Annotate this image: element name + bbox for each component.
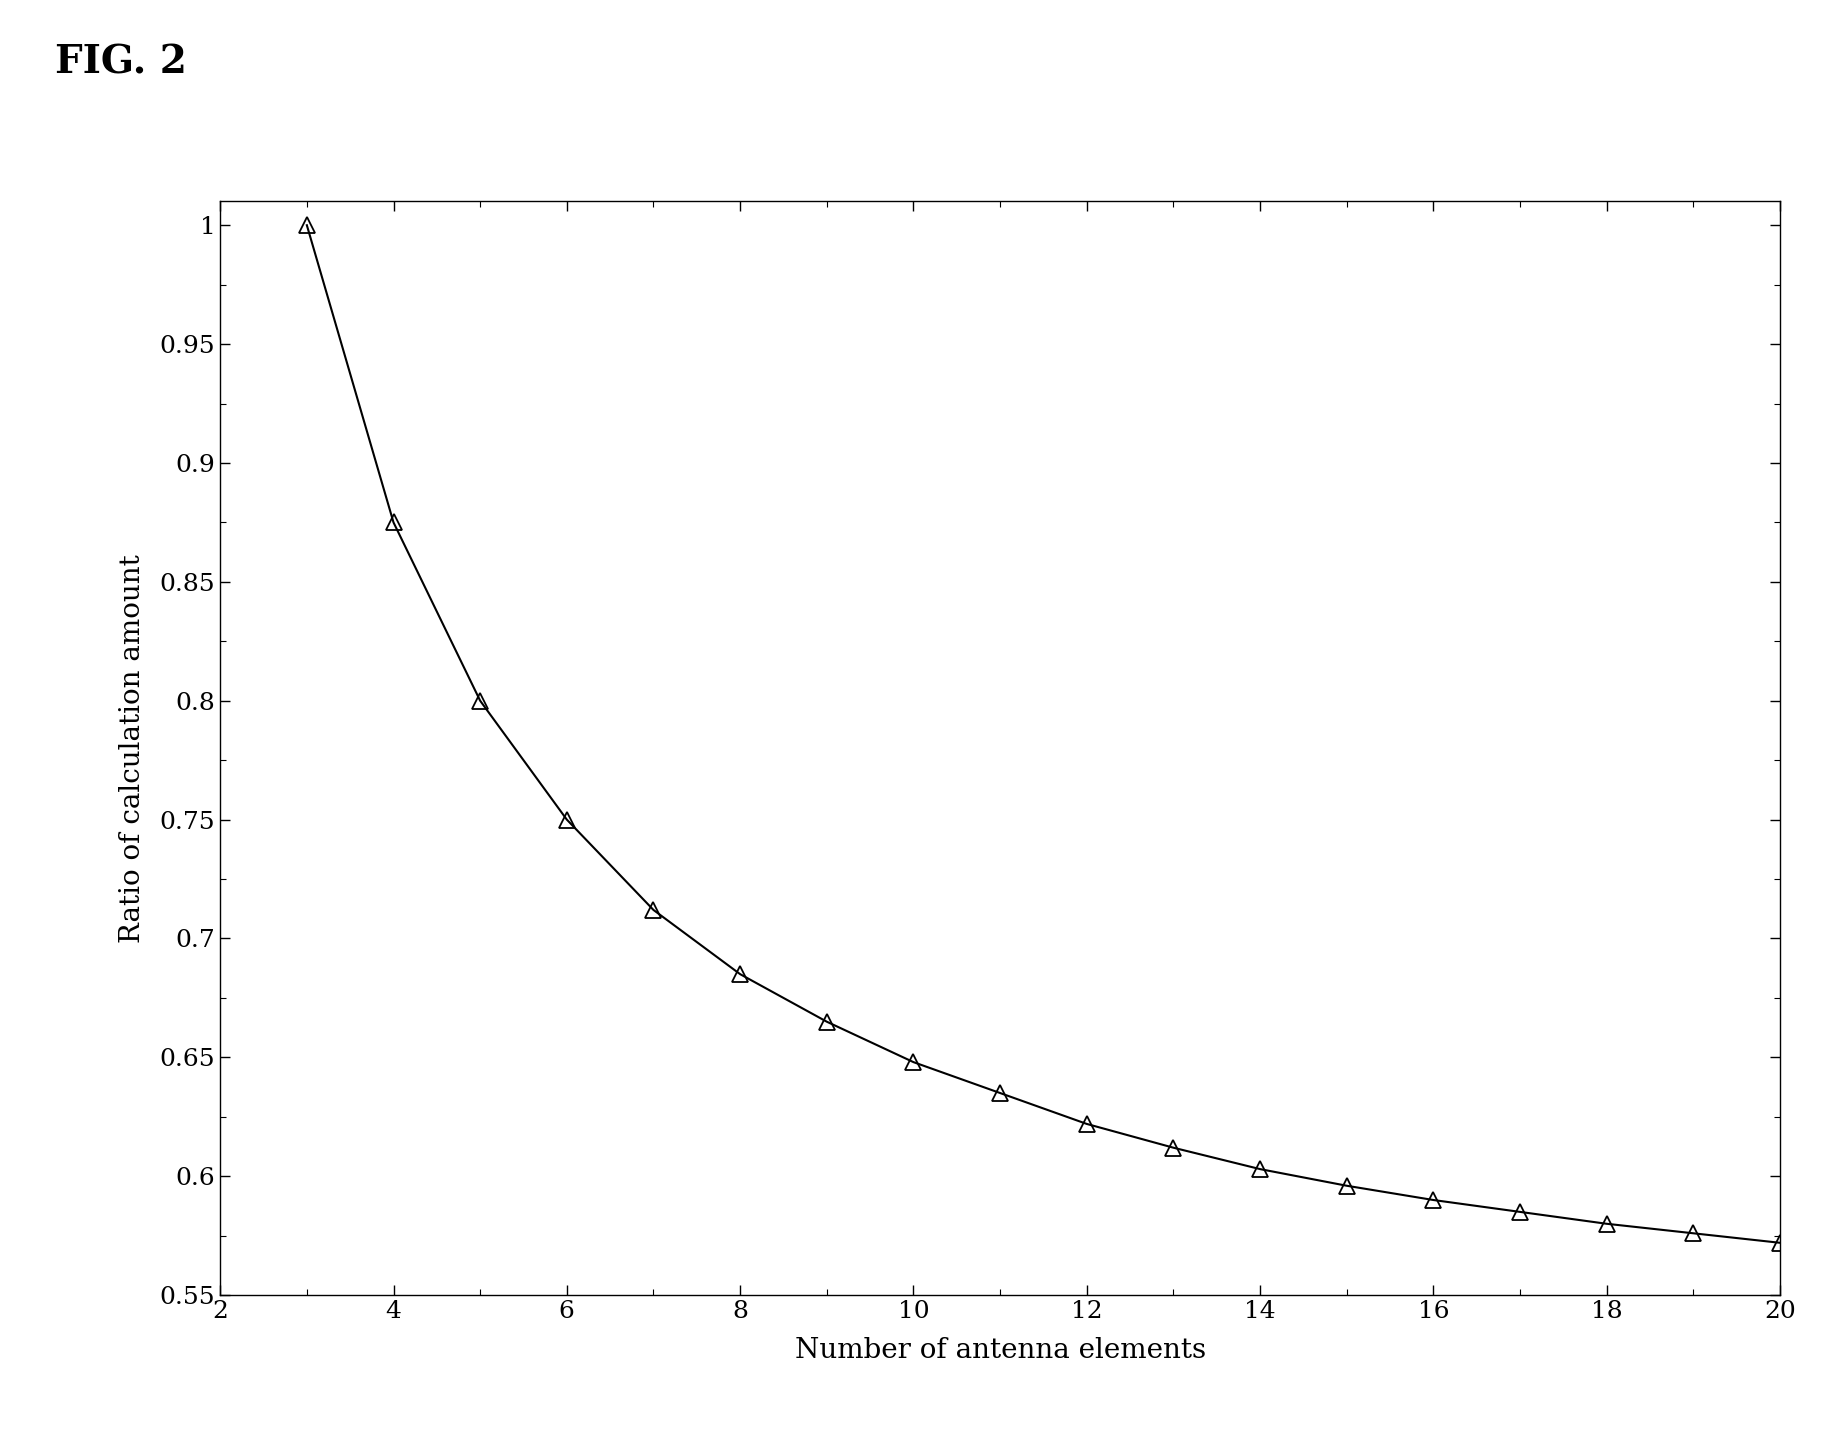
X-axis label: Number of antenna elements: Number of antenna elements (795, 1337, 1206, 1364)
Y-axis label: Ratio of calculation amount: Ratio of calculation amount (119, 554, 145, 943)
Text: FIG. 2: FIG. 2 (55, 43, 187, 81)
